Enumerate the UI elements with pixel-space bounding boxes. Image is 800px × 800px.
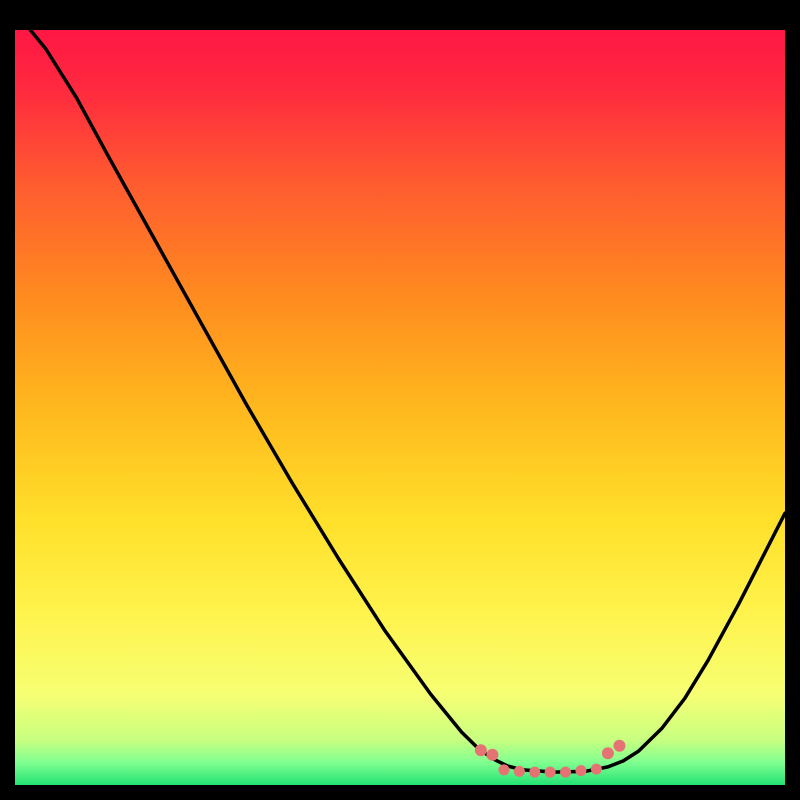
- marker-point: [613, 740, 625, 752]
- marker-point: [486, 749, 498, 761]
- marker-point: [602, 747, 614, 759]
- marker-point: [591, 764, 602, 775]
- marker-point: [560, 767, 571, 778]
- marker-point: [498, 764, 509, 775]
- bottleneck-chart: [0, 0, 800, 800]
- marker-point: [475, 744, 487, 756]
- marker-point: [514, 766, 525, 777]
- chart-container: TheBottleNecker.com: [0, 0, 800, 800]
- marker-point: [529, 767, 540, 778]
- marker-point: [545, 767, 556, 778]
- plot-area: [15, 30, 785, 785]
- marker-point: [575, 765, 586, 776]
